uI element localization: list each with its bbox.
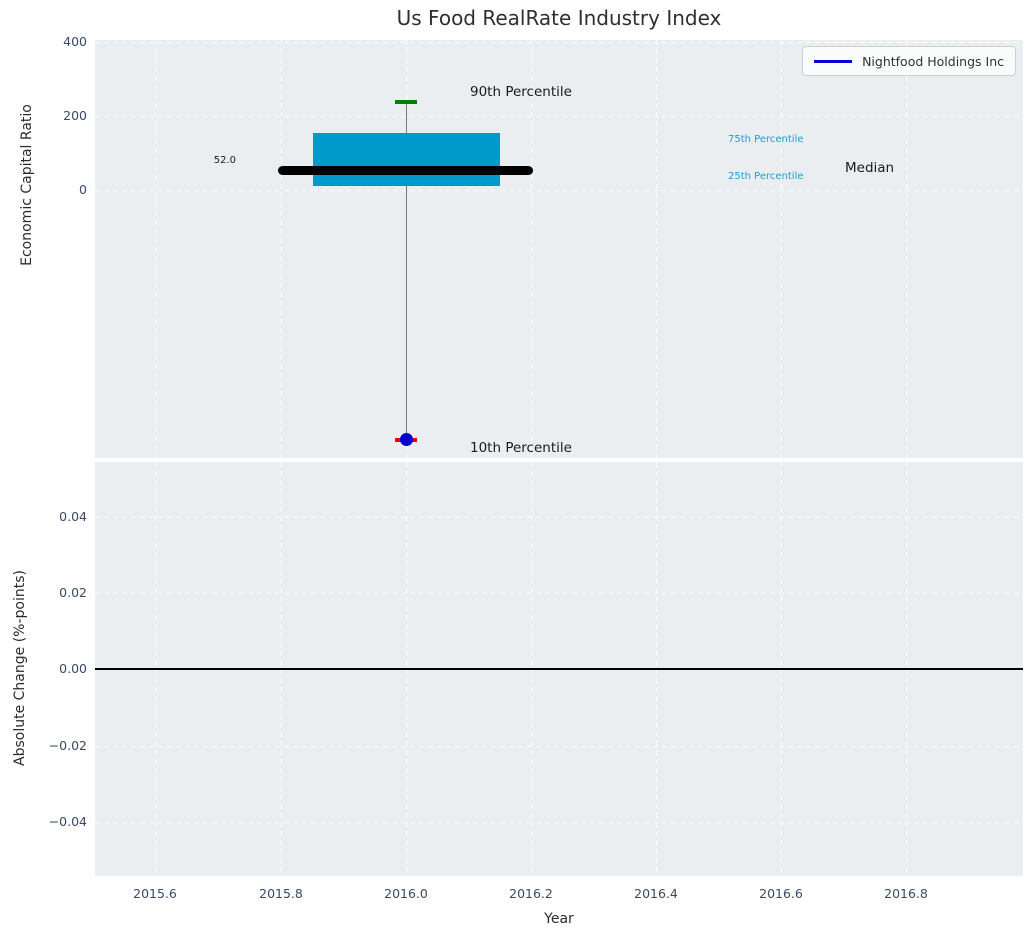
company-marker — [400, 433, 413, 446]
annotation-10th-percentile: 10th Percentile — [470, 440, 572, 456]
median-line — [278, 166, 533, 175]
percentile-box — [313, 133, 500, 186]
y-tick-label: 0.04 — [59, 509, 87, 524]
gridline — [95, 116, 1023, 117]
x-axis-label: Year — [544, 911, 574, 927]
y-tick-label: 0.02 — [59, 585, 87, 600]
gridline — [95, 746, 1023, 747]
gridline — [656, 40, 657, 458]
x-tick-label: 2016.2 — [509, 886, 553, 901]
gridline — [906, 40, 907, 458]
x-tick-label: 2016.6 — [759, 886, 803, 901]
y-tick-label: 400 — [63, 34, 87, 49]
gridline — [95, 190, 1023, 191]
whisker-line — [406, 101, 407, 440]
x-tick-label: 2016.4 — [634, 886, 678, 901]
gridline — [95, 42, 1023, 43]
annotation-90th-percentile: 90th Percentile — [470, 84, 572, 100]
legend-label: Nightfood Holdings Inc — [862, 53, 1004, 69]
y-tick-label: −0.02 — [48, 738, 87, 753]
gridline — [95, 593, 1023, 594]
cap-90th-percentile — [395, 100, 417, 104]
chart-title: Us Food RealRate Industry Index — [396, 6, 722, 30]
gridline — [95, 517, 1023, 518]
y-tick-label: 0 — [79, 182, 87, 197]
gridline — [155, 40, 156, 458]
annotation-25th-percentile: 25th Percentile — [728, 171, 804, 182]
median-value-label: 52.0 — [213, 155, 236, 166]
x-tick-label: 2015.8 — [259, 886, 303, 901]
x-tick-label: 2015.6 — [133, 886, 177, 901]
x-tick-label: 2016.0 — [384, 886, 428, 901]
legend-line-swatch — [814, 59, 853, 63]
annotation-median: Median — [845, 160, 895, 176]
annotation-75th-percentile: 75th Percentile — [728, 134, 804, 145]
x-tick-label: 2016.8 — [884, 886, 928, 901]
top-axes: 52.0 90th Percentile 75th Percentile 25t… — [95, 40, 1023, 458]
y-tick-label: 200 — [63, 108, 87, 123]
bottom-axes — [95, 462, 1023, 876]
gridline — [95, 822, 1023, 823]
gridline — [781, 40, 782, 458]
zero-reference-line — [95, 668, 1023, 670]
legend: Nightfood Holdings Inc — [802, 46, 1016, 76]
bottom-y-axis-label: Absolute Change (%-points) — [12, 570, 28, 766]
y-tick-label: −0.04 — [48, 814, 87, 829]
gridline — [531, 40, 532, 458]
y-tick-label: 0.00 — [59, 661, 87, 676]
gridline — [281, 40, 282, 458]
